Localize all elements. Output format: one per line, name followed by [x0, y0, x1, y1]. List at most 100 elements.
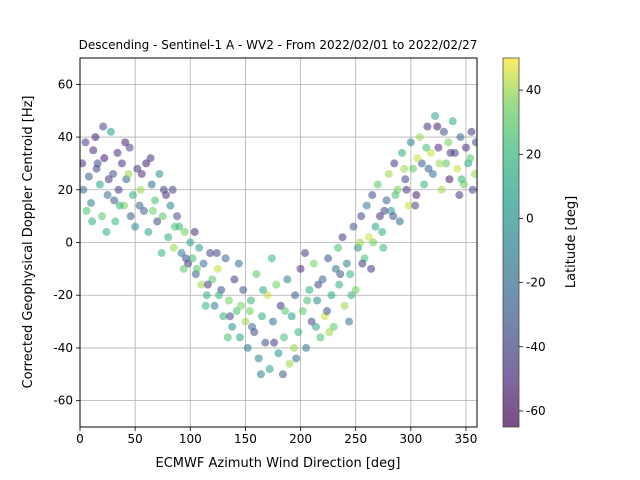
scatter-point — [371, 222, 380, 231]
colorbar-tick-label: 0 — [526, 211, 534, 225]
scatter-point — [294, 328, 303, 337]
scatter-point — [201, 301, 210, 310]
scatter-point — [170, 222, 179, 231]
y-tick-label: -40 — [53, 341, 73, 355]
scatter-point — [357, 212, 366, 221]
scatter-point — [401, 175, 410, 184]
scatter-point — [104, 175, 113, 184]
scatter-point — [91, 133, 100, 142]
scatter-point — [453, 164, 462, 173]
scatter-point — [241, 317, 250, 326]
scatter-point — [379, 243, 388, 252]
scatter-point — [303, 296, 312, 305]
scatter-point — [150, 196, 159, 205]
scatter-point — [468, 185, 477, 194]
scatter-point — [444, 138, 453, 147]
chart-title: Descending - Sentinel-1 A - WV2 - From 2… — [79, 38, 478, 52]
scatter-point — [252, 270, 261, 279]
scatter-point — [375, 212, 384, 221]
scatter-point — [98, 212, 107, 221]
colorbar-ticks: -60 -40 -20 0 20 40 — [519, 83, 546, 418]
scatter-point — [139, 206, 148, 215]
scatter-point — [287, 312, 296, 321]
scatter-point — [80, 185, 88, 194]
scatter-point — [382, 196, 391, 205]
x-tick-label: 250 — [344, 432, 367, 446]
scatter-point — [214, 291, 223, 300]
scatter-point — [257, 312, 266, 321]
scatter-point — [265, 365, 274, 374]
scatter-point — [298, 307, 307, 316]
scatter-point — [281, 307, 290, 316]
scatter-point — [340, 301, 349, 310]
scatter-point — [135, 201, 144, 210]
scatter-point — [457, 175, 466, 184]
scatter-point — [356, 238, 365, 247]
scatter-point — [192, 264, 201, 273]
scatter-point — [307, 317, 316, 326]
scatter-point — [124, 169, 133, 178]
scatter-point — [338, 233, 347, 242]
scatter-point — [243, 343, 252, 352]
scatter-point — [437, 185, 446, 194]
scatter-point — [234, 259, 243, 268]
scatter-point — [349, 222, 358, 231]
scatter-point — [316, 333, 325, 342]
scatter-point — [422, 143, 431, 152]
grid-lines — [79, 58, 477, 427]
scatter-point — [173, 212, 182, 221]
scatter-point — [114, 185, 123, 194]
scatter-point — [148, 206, 157, 215]
x-tick-label: 150 — [234, 432, 257, 446]
scatter-point — [268, 317, 277, 326]
scatter-point — [313, 296, 322, 305]
scatter-point — [109, 169, 118, 178]
scatter-point — [445, 175, 454, 184]
scatter-point — [235, 333, 244, 342]
scatter-point — [389, 212, 398, 221]
scatter-point — [146, 154, 155, 163]
scatter-point — [351, 285, 360, 294]
scatter-point — [318, 275, 327, 284]
scatter-point — [305, 285, 314, 294]
scatter-point — [259, 285, 268, 294]
scatter-point — [103, 191, 112, 200]
scatter-point — [199, 259, 208, 268]
colorbar-tick-label: 20 — [526, 147, 541, 161]
scatter-point — [263, 291, 272, 300]
scatter-point — [239, 285, 248, 294]
scatter-point — [471, 138, 477, 147]
scatter-point — [157, 249, 166, 258]
scatter-point — [390, 159, 399, 168]
scatter-point — [274, 349, 283, 358]
scatter-point — [278, 370, 287, 379]
scatter-point — [136, 185, 145, 194]
scatter-point — [367, 264, 376, 273]
y-tick-label: 0 — [65, 236, 73, 250]
scatter-point — [261, 338, 270, 347]
x-axis-ticks: 0 50 100 150 200 250 300 350 — [76, 427, 477, 446]
scatter-point — [309, 259, 318, 268]
scatter-point — [280, 333, 289, 342]
scatter-point — [84, 172, 93, 181]
scatter-point — [208, 275, 217, 284]
scatter-point — [283, 275, 292, 284]
scatter-point — [197, 280, 206, 289]
scatter-point — [203, 280, 212, 289]
scatter-point — [325, 328, 334, 337]
scatter-point — [368, 191, 377, 200]
scatter-point — [212, 249, 221, 258]
y-tick-label: -60 — [53, 394, 73, 408]
scatter-point — [221, 254, 230, 263]
scatter-point — [228, 322, 237, 331]
colorbar-tick-label: -40 — [526, 340, 546, 354]
scatter-point — [121, 138, 130, 147]
scatter-point — [362, 201, 371, 210]
scatter-point — [448, 117, 457, 126]
scatter-point — [111, 217, 120, 226]
scatter-point — [404, 201, 413, 210]
scatter-point — [128, 191, 137, 200]
colorbar — [502, 57, 520, 428]
scatter-point — [456, 133, 465, 142]
